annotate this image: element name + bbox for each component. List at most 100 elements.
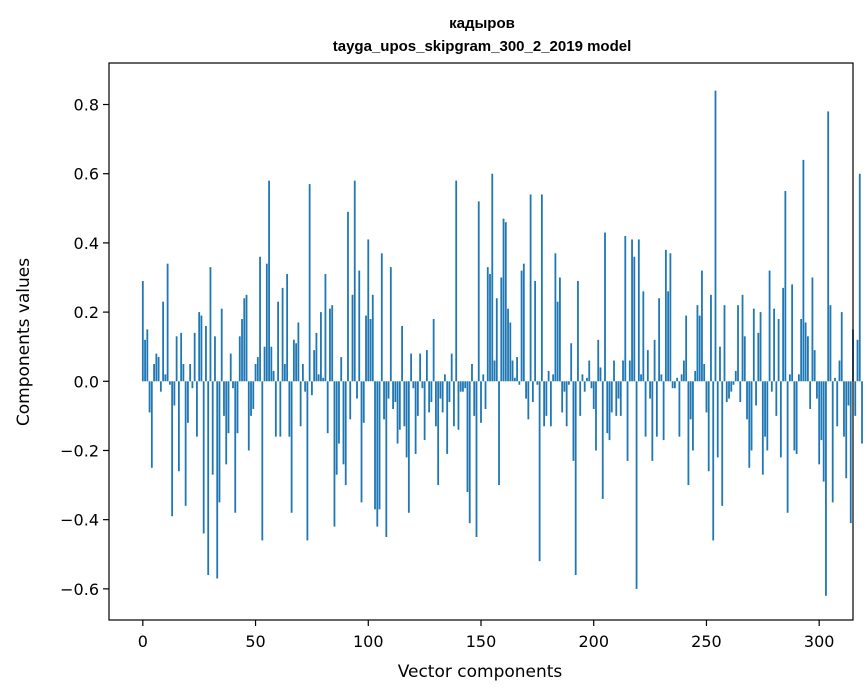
bar-component-179 bbox=[545, 381, 548, 416]
bar-component-112 bbox=[394, 381, 397, 403]
bar-component-162 bbox=[507, 308, 509, 382]
bar-component-115 bbox=[401, 325, 403, 382]
bar-component-185 bbox=[559, 277, 561, 382]
bar-component-253 bbox=[712, 381, 715, 541]
bar-component-25 bbox=[198, 312, 201, 382]
bar-component-264 bbox=[737, 305, 739, 382]
bar-component-216 bbox=[628, 360, 631, 382]
bar-component-71 bbox=[301, 363, 304, 382]
bar-component-294 bbox=[804, 322, 807, 382]
bar-component-244 bbox=[692, 381, 694, 451]
bar-component-16 bbox=[177, 381, 180, 472]
bar-component-37 bbox=[225, 381, 228, 465]
bar-component-203 bbox=[599, 367, 602, 382]
bar-component-302 bbox=[822, 381, 825, 482]
bar-component-307 bbox=[834, 377, 836, 382]
bar-component-256 bbox=[719, 346, 721, 382]
bar-component-207 bbox=[608, 381, 611, 441]
bar-component-310 bbox=[840, 312, 843, 382]
bar-component-227 bbox=[653, 339, 656, 382]
bar-component-218 bbox=[633, 256, 636, 382]
bar-component-7 bbox=[157, 357, 160, 382]
bar-component-245 bbox=[694, 370, 697, 382]
bar-component-99 bbox=[365, 315, 367, 382]
bar-component-204 bbox=[601, 381, 604, 499]
x-tick-label: 250 bbox=[691, 632, 722, 651]
bar-component-14 bbox=[173, 381, 176, 406]
bar-component-231 bbox=[662, 381, 665, 441]
bar-component-208 bbox=[610, 381, 613, 413]
bar-component-126 bbox=[425, 350, 428, 382]
bar-component-107 bbox=[383, 381, 385, 420]
bar-component-29 bbox=[207, 381, 210, 576]
bar-component-257 bbox=[721, 381, 724, 506]
bar-component-109 bbox=[387, 381, 390, 399]
bar-component-196 bbox=[583, 381, 586, 392]
bar-component-76 bbox=[313, 350, 316, 382]
bar-component-64 bbox=[286, 274, 289, 382]
bar-component-271 bbox=[752, 308, 755, 382]
bar-component-249 bbox=[703, 363, 706, 382]
bar-component-9 bbox=[162, 301, 165, 382]
bar-component-2 bbox=[146, 329, 149, 382]
bar-component-106 bbox=[380, 253, 383, 382]
bar-component-233 bbox=[667, 291, 670, 382]
bar-component-180 bbox=[547, 370, 550, 382]
x-tick-label: 100 bbox=[353, 632, 384, 651]
bar-component-70 bbox=[299, 381, 302, 427]
x-axis-label: Vector components bbox=[398, 662, 563, 682]
bar-component-159 bbox=[500, 277, 503, 382]
bar-component-72 bbox=[304, 381, 307, 392]
bar-component-297 bbox=[811, 277, 814, 382]
bar-component-192 bbox=[574, 381, 577, 576]
bar-component-149 bbox=[477, 201, 480, 382]
bar-component-202 bbox=[597, 339, 600, 382]
bar-component-276 bbox=[764, 381, 766, 437]
bar-component-145 bbox=[468, 381, 471, 524]
bar-component-77 bbox=[315, 332, 318, 382]
bar-component-125 bbox=[423, 381, 426, 441]
bar-component-36 bbox=[223, 381, 225, 416]
bar-component-200 bbox=[592, 381, 595, 409]
bar-component-190 bbox=[570, 343, 573, 382]
bar-component-10 bbox=[164, 374, 167, 382]
bar-component-194 bbox=[579, 381, 582, 416]
bar-component-301 bbox=[820, 381, 823, 441]
bar-component-41 bbox=[234, 381, 237, 513]
bar-component-269 bbox=[748, 381, 751, 468]
y-axis-ticks: −0.6 −0.4 −0.2 0.0 0.2 0.4 0.6 0.8 bbox=[60, 96, 109, 599]
bar-component-242 bbox=[687, 381, 690, 486]
bar-component-175 bbox=[536, 381, 539, 385]
bar-component-43 bbox=[238, 336, 241, 382]
bar-component-182 bbox=[552, 374, 555, 382]
bar-component-224 bbox=[646, 350, 649, 382]
bar-component-163 bbox=[509, 322, 512, 382]
bar-component-221 bbox=[640, 374, 642, 382]
bar-component-238 bbox=[678, 381, 681, 437]
bar-component-27 bbox=[202, 381, 205, 534]
bar-component-289 bbox=[793, 381, 796, 451]
y-tick-label: 0.2 bbox=[74, 303, 99, 322]
bar-component-293 bbox=[802, 159, 805, 382]
bar-component-157 bbox=[495, 298, 498, 382]
bar-component-226 bbox=[651, 381, 654, 461]
bar-component-6 bbox=[155, 353, 158, 382]
bar-component-32 bbox=[214, 336, 216, 382]
x-tick-label: 150 bbox=[466, 632, 497, 651]
bar-component-268 bbox=[746, 381, 748, 420]
bar-component-88 bbox=[340, 357, 343, 382]
bar-component-95 bbox=[356, 381, 358, 399]
bar-series bbox=[141, 90, 863, 596]
bar-component-230 bbox=[660, 374, 663, 382]
bar-component-191 bbox=[572, 381, 575, 461]
bar-component-34 bbox=[218, 381, 221, 503]
bar-component-279 bbox=[770, 381, 773, 392]
bar-component-53 bbox=[261, 381, 264, 541]
bar-component-132 bbox=[439, 381, 442, 399]
y-tick-label: −0.6 bbox=[60, 580, 99, 599]
bar-component-198 bbox=[588, 360, 591, 382]
y-tick-label: 0.6 bbox=[74, 165, 99, 184]
bar-component-45 bbox=[243, 298, 246, 382]
bar-component-316 bbox=[854, 381, 857, 416]
bar-component-49 bbox=[252, 381, 255, 409]
